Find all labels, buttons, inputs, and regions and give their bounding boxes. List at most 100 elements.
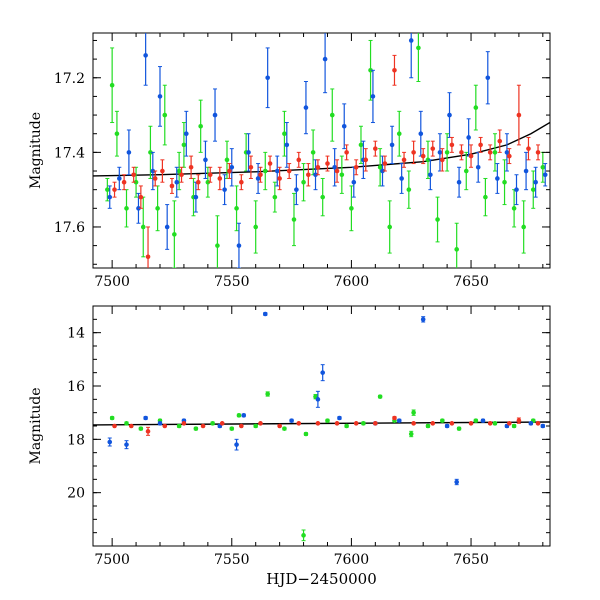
top-red-point-37 (459, 150, 464, 155)
top-blue-point-43 (504, 150, 510, 155)
bottom-series-group (107, 311, 546, 542)
top-red-point-6 (160, 168, 165, 174)
top-blue-point-26 (341, 123, 347, 129)
top-blue-point-20 (284, 142, 290, 148)
bottom-blue-point-11 (320, 370, 325, 375)
top-green-point-0 (105, 187, 110, 192)
top-red-point-27 (363, 157, 369, 163)
top-green-point-9 (172, 232, 177, 237)
bottom-red-point-22 (516, 418, 522, 423)
top-blue-point-31 (389, 142, 395, 148)
bottom-blue-point-18 (480, 418, 486, 423)
bottom-green-point-23 (440, 418, 445, 423)
top-green-point-41 (463, 168, 469, 174)
bottom-blue-point-10 (315, 397, 321, 402)
top-red-point-25 (344, 150, 349, 155)
top-green-point-4 (133, 179, 139, 185)
bottom-green-point-18 (377, 394, 383, 399)
top-red-point-15 (248, 164, 254, 170)
bottom-green-point-7 (229, 426, 235, 431)
bottom-red-point-9 (277, 423, 282, 429)
bottom-green-point-0 (109, 415, 115, 421)
bottom-blue-point-8 (262, 311, 268, 317)
top-blue-point-19 (274, 168, 280, 174)
top-red-point-45 (535, 150, 541, 155)
top-green-point-26 (320, 194, 325, 200)
bottom-blue-point-20 (528, 421, 534, 426)
top-series-group (105, 33, 548, 268)
top-blue-point-39 (466, 135, 471, 140)
top-green-point-8 (162, 112, 168, 118)
bottom-ytick-label-1: 16 (67, 379, 85, 395)
top-red-point-4 (145, 254, 151, 260)
top-blue-point-45 (523, 168, 529, 174)
top-plot-frame (92, 32, 551, 269)
top-xtick-label-0: 7500 (94, 274, 130, 290)
top-green-point-25 (310, 150, 316, 155)
bottom-red-point-15 (392, 415, 397, 421)
top-red-point-0 (112, 187, 117, 192)
top-green-point-21 (272, 194, 278, 200)
top-red-point-20 (296, 157, 302, 163)
bottom-green-point-25 (473, 418, 479, 423)
top-blue-point-22 (303, 105, 309, 110)
bottom-x-axis-label: HJD−2450000 (266, 570, 377, 588)
top-green-point-14 (205, 179, 211, 185)
bottom-blue-point-21 (540, 423, 546, 429)
top-red-point-29 (382, 161, 388, 166)
bottom-red-point-21 (507, 421, 512, 426)
bottom-red-point-11 (315, 421, 321, 426)
bottom-panel: 7500 7550 7600 7650 14 16 18 20 Magnitude HJD−2… (28, 305, 551, 588)
top-red-point-14 (239, 179, 244, 185)
top-red-point-22 (315, 164, 321, 170)
top-blue-point-11 (203, 157, 208, 163)
top-blue-point-21 (294, 187, 299, 192)
top-blue-point-13 (222, 187, 227, 192)
bottom-blue-point-7 (241, 413, 247, 418)
top-green-point-1 (109, 82, 115, 88)
top-blue-point-34 (418, 131, 424, 137)
top-ytick-label-0: 17.2 (54, 71, 85, 87)
top-blue-point-24 (322, 56, 328, 62)
top-green-point-22 (282, 131, 287, 137)
top-red-point-10 (195, 179, 201, 185)
top-green-point-30 (358, 142, 364, 148)
top-red-point-23 (325, 161, 330, 166)
top-green-point-10 (176, 168, 182, 174)
top-blue-point-5 (150, 168, 156, 174)
bottom-blue-point-1 (124, 442, 129, 447)
bottom-ytick-label-3: 20 (67, 486, 85, 502)
bottom-green-point-12 (301, 533, 306, 538)
bottom-red-point-3 (162, 423, 168, 429)
top-blue-point-35 (428, 172, 433, 178)
top-red-point-1 (121, 179, 127, 185)
top-red-point-13 (227, 168, 232, 174)
bottom-red-point-14 (373, 421, 378, 426)
top-panel: 7500 7550 7600 7650 17.2 17.4 17.6 Magnitude (28, 32, 551, 290)
top-ytick-label-1: 17.4 (54, 145, 85, 161)
top-red-point-18 (277, 176, 282, 181)
top-red-point-40 (487, 150, 493, 155)
top-green-point-42 (473, 105, 479, 110)
bottom-red-point-5 (200, 423, 206, 429)
top-blue-point-38 (456, 179, 462, 185)
top-green-point-32 (377, 164, 383, 170)
top-green-point-35 (406, 187, 412, 192)
top-xtick-label-1: 7550 (214, 274, 250, 290)
top-ticks-group: 7500 7550 7600 7650 17.2 17.4 17.6 (54, 33, 550, 290)
top-blue-point-14 (229, 164, 235, 170)
bottom-green-point-4 (176, 423, 182, 429)
top-blue-point-44 (514, 187, 519, 192)
top-green-point-16 (224, 157, 230, 163)
bottom-blue-point-16 (444, 423, 450, 429)
top-blue-point-6 (157, 94, 163, 99)
top-blue-point-40 (475, 164, 481, 170)
top-red-point-35 (440, 157, 445, 163)
bottom-blue-point-0 (107, 439, 113, 445)
bottom-green-point-15 (325, 418, 330, 423)
bottom-green-point-8 (236, 413, 242, 418)
top-green-point-3 (124, 206, 129, 211)
top-green-point-23 (291, 217, 297, 222)
top-blue-point-8 (174, 179, 180, 185)
bottom-red-point-8 (258, 421, 263, 426)
